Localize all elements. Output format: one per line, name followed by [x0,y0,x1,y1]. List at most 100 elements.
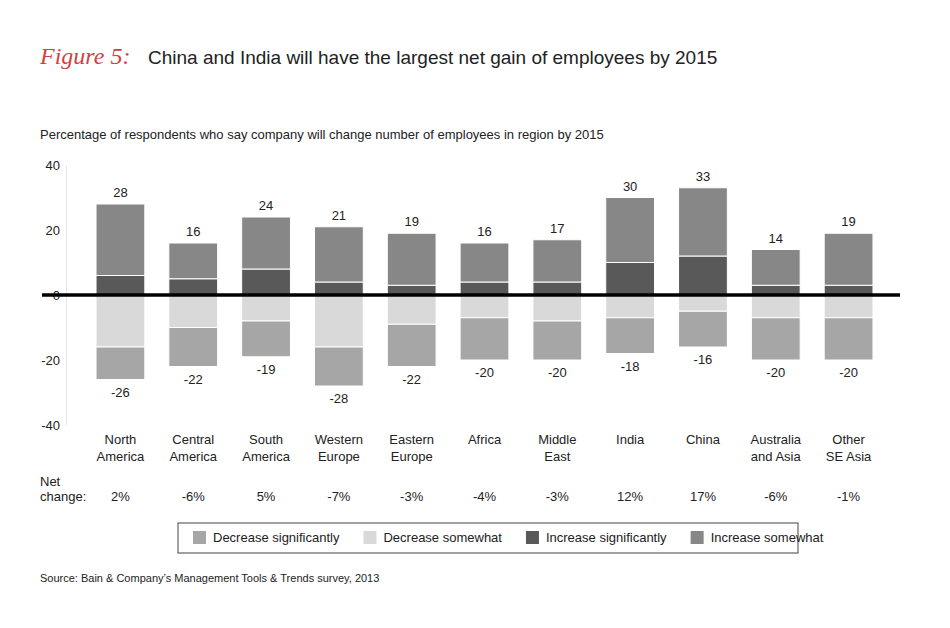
x-tick: Middle East [538,432,576,464]
x-tick: Africa [468,432,502,447]
negative-total: -26 [111,385,130,400]
positive-total: 17 [550,221,564,236]
legend-swatch [691,531,704,544]
net-change-value: 2% [111,489,130,504]
x-tick-label: NorthAmerica [97,432,145,463]
net-change-value: -6% [764,489,788,504]
legend-swatch [193,531,206,544]
positive-total: 30 [623,179,637,194]
bar-segment [96,276,145,296]
legend-frame [178,523,798,553]
bar-segment [606,318,655,354]
bar-segment [169,243,218,279]
x-tick: South America [242,432,290,464]
x-tick-label: Africa [468,432,502,447]
legend-swatch [363,531,376,544]
chart: Figure 5:China and India will have the l… [0,0,950,628]
negative-total: -20 [548,365,567,380]
positive-total: 33 [696,169,710,184]
x-tick-label: India [616,432,645,447]
negative-total: -18 [621,359,640,374]
negative-total: -20 [766,365,785,380]
y-tick-label: 20 [46,223,60,238]
bar-segment [533,321,582,360]
y-tick-label: -40 [41,418,60,433]
x-tick-label-line: Central [172,432,214,447]
positive-total: 19 [404,214,418,229]
legend-label: Increase significantly [546,530,667,545]
x-tick-label-line: Europe [318,449,360,464]
y-tick: 40 [46,158,66,173]
bar-segment [314,282,363,295]
bar-segment [679,256,728,295]
bar-segment [679,295,728,311]
bar-segment [824,233,873,285]
bar-segment [751,295,800,318]
negative-total: -16 [694,352,713,367]
x-tick-label: EasternEurope [389,432,434,463]
negative-total: -22 [402,372,421,387]
x-tick-label: China [686,432,721,447]
x-axis: NorthAmericaCentralAmericaSouthAmericaWe… [73,432,898,464]
negative-total: -28 [329,391,348,406]
net-change-label-line: Net [40,474,61,489]
x-tick-label-line: South [249,432,283,447]
bar-segment [460,282,509,295]
x-tick-label-line: Middle [538,432,576,447]
bar-segment [460,243,509,282]
bar-segment [387,233,436,285]
positive-total: 21 [332,208,346,223]
bar-segment [751,250,800,286]
positive-total: 28 [113,185,127,200]
x-tick-label: CentralAmerica [169,432,217,463]
bar-segment [679,188,728,256]
net-change-value: -3% [400,489,424,504]
negative-total: -20 [839,365,858,380]
x-tick: India [616,432,645,447]
bar-segment [96,347,145,380]
x-tick-label-line: and Asia [751,449,802,464]
x-tick-label-line: Western [315,432,363,447]
y-tick-label: 40 [46,158,60,173]
zero-line [42,293,900,297]
legend-label: Increase somewhat [711,530,824,545]
bar-segment [606,263,655,296]
x-tick-label-line: East [544,449,570,464]
bar-segment [751,318,800,360]
negative-total: -19 [257,362,276,377]
bar-segment [314,227,363,282]
net-change-value: 5% [257,489,276,504]
bar-segment [533,295,582,321]
x-tick: EasternEurope [389,432,434,464]
y-tick: -20 [41,353,66,368]
negative-total: -20 [475,365,494,380]
bars [96,188,873,386]
bar-segment [96,295,145,347]
x-tick-label-line: America [97,449,145,464]
x-tick: CentralAmerica [169,432,217,464]
x-tick-label-line: Australia [750,432,801,447]
net-change-value: -6% [182,489,206,504]
positive-total: 16 [186,224,200,239]
positive-total: 19 [841,214,855,229]
net-change-label: Netchange: [40,474,86,504]
bar-segment [533,240,582,282]
y-tick-label: -20 [41,353,60,368]
x-tick-label-line: Europe [391,449,433,464]
subtitle: Percentage of respondents who say compan… [40,127,604,142]
bar-segment [314,295,363,347]
net-change-label-line: change: [40,489,86,504]
legend-swatch [526,531,539,544]
net-change-value: -3% [546,489,570,504]
x-tick-label-line: America [242,449,290,464]
x-tick: China [686,432,721,447]
x-tick-label: OtherSE Asia [826,432,872,463]
bar-segment [242,295,291,321]
bar-segment [314,347,363,386]
bar-segment [606,295,655,318]
source: Source: Bain & Company’s Management Tool… [40,572,379,584]
bar-segment [679,311,728,347]
legend-label: Decrease significantly [213,530,340,545]
bar-segment [460,295,509,318]
x-tick-label-line: SE Asia [826,449,872,464]
